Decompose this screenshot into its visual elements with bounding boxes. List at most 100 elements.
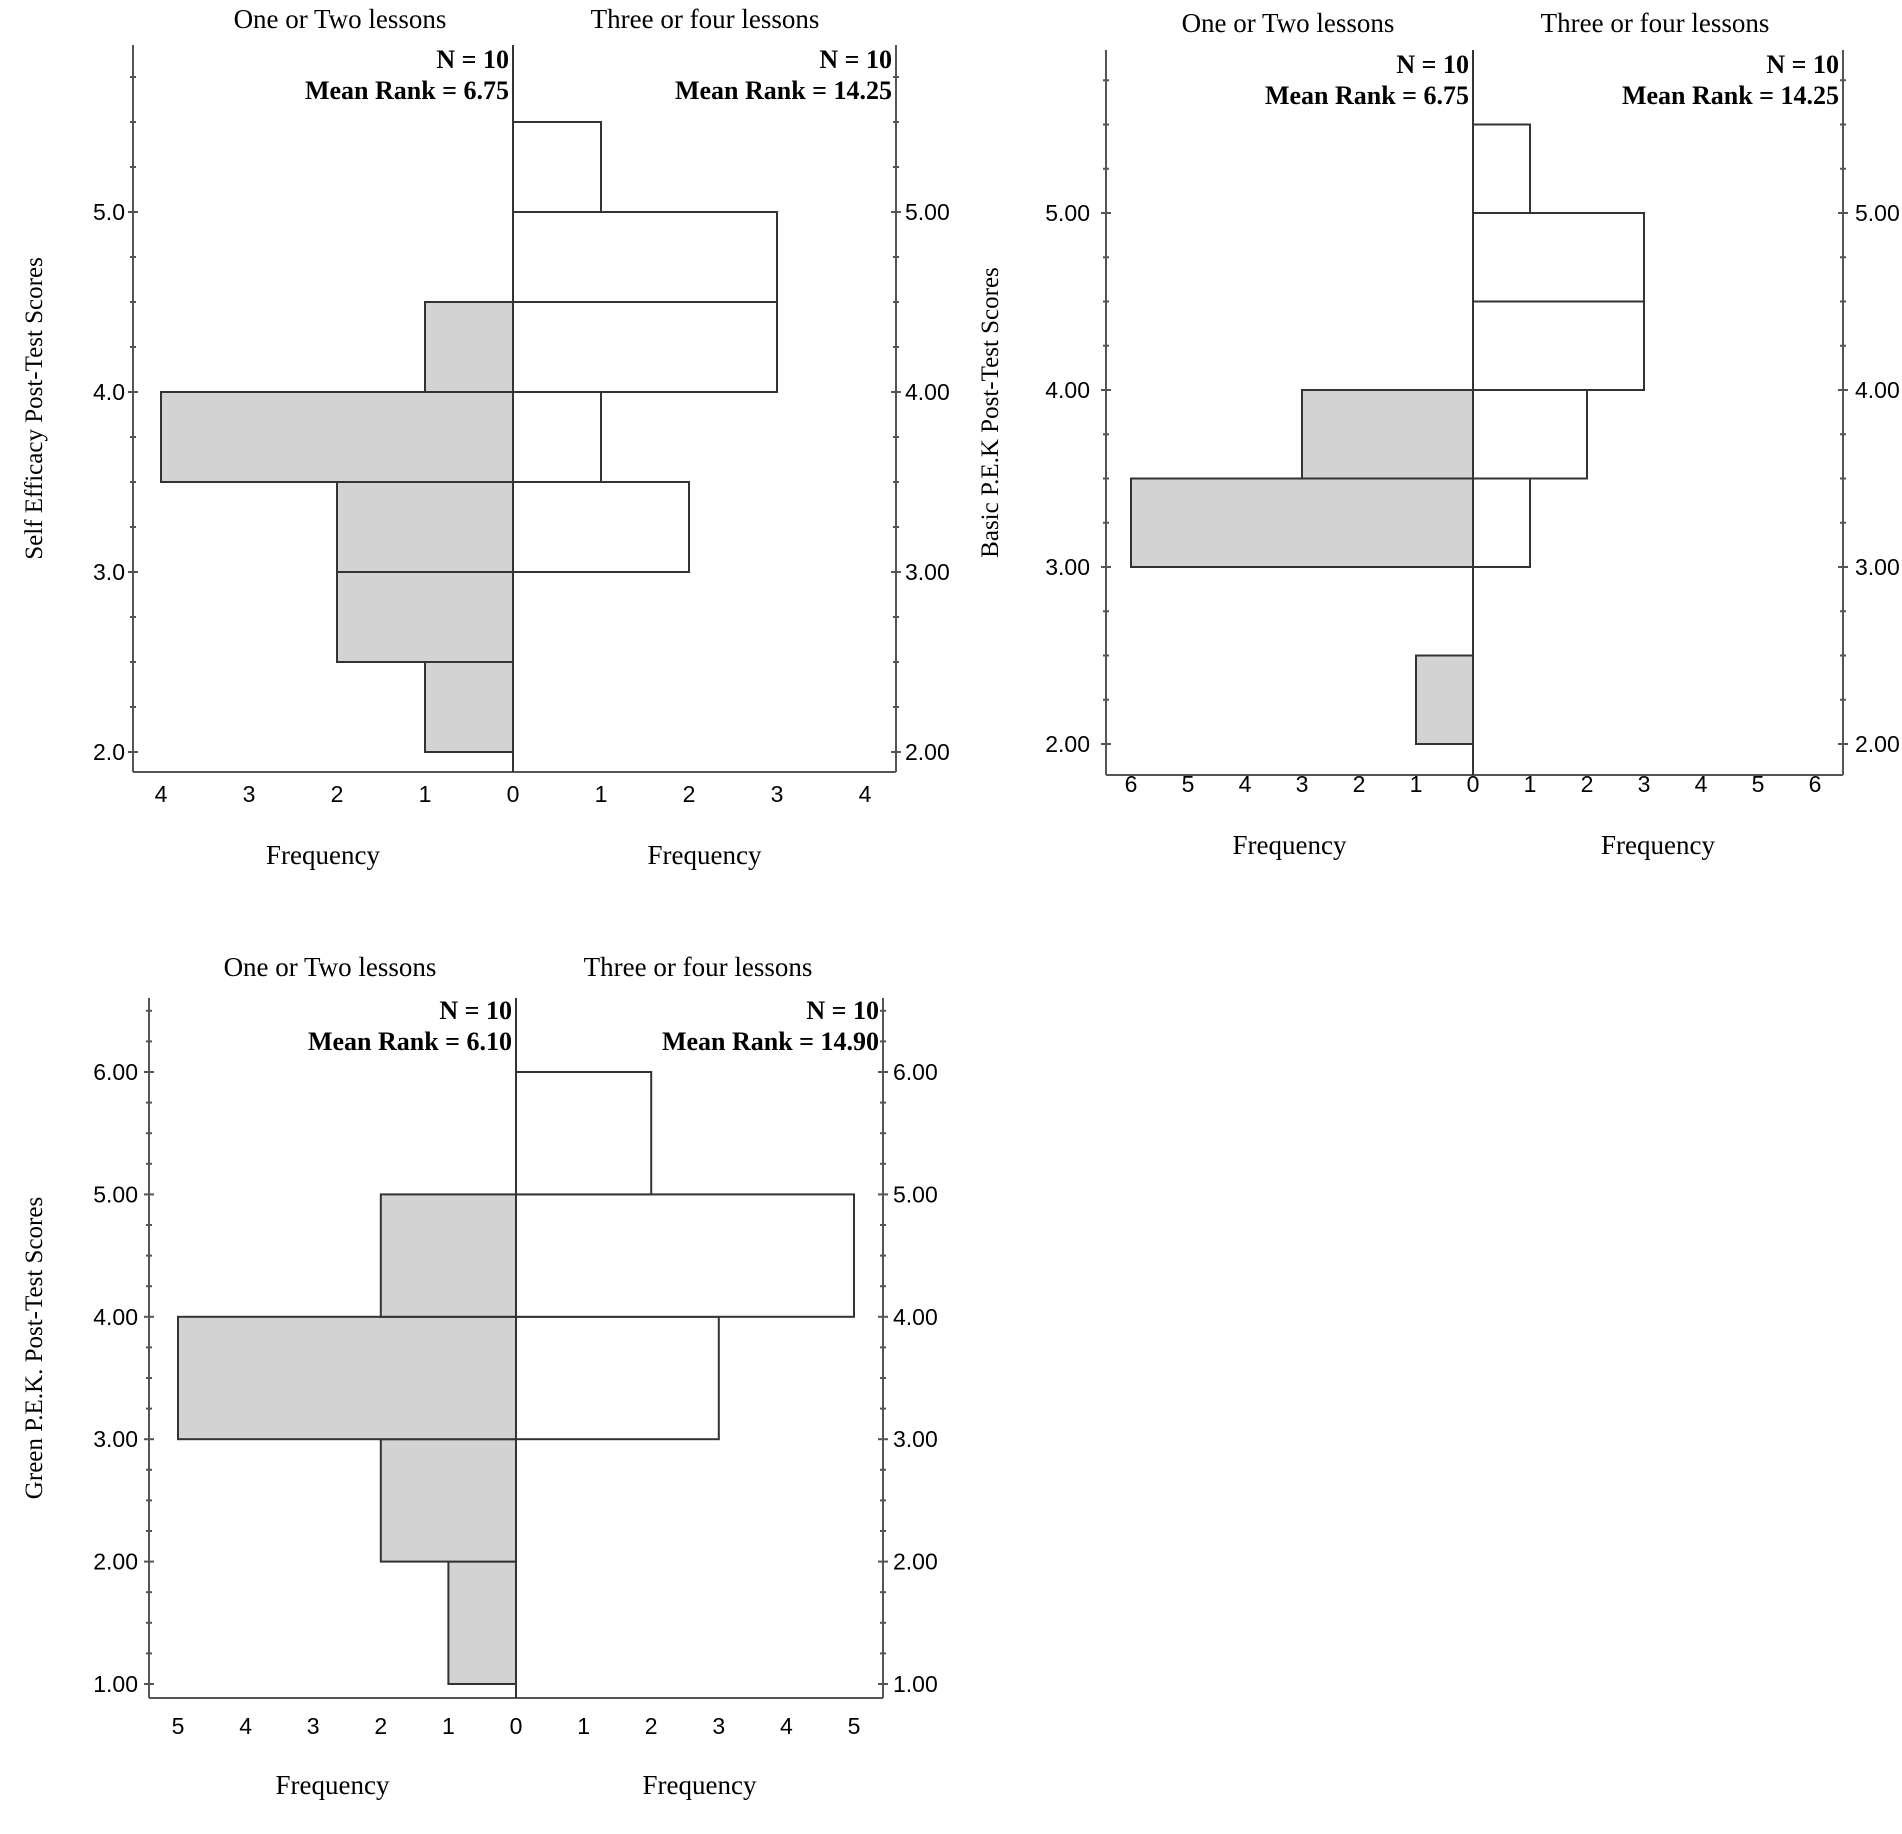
bar-left-1	[447, 1560, 517, 1685]
y-tick-label-left: 3.00	[93, 1426, 138, 1452]
x-tick-label-right: 3	[1638, 771, 1651, 797]
bar-left-1	[424, 661, 514, 753]
x-tick-label-right: 6	[1809, 771, 1822, 797]
bar-right-4	[512, 211, 778, 303]
mean-rank-label-left: Mean Rank = 6.75	[305, 76, 509, 105]
y-tick-label-right: 4.00	[905, 379, 950, 405]
x-tick-label-left: 2	[1353, 771, 1366, 797]
x-tick-label-left: 4	[155, 781, 168, 807]
n-label-left: N = 10	[1396, 50, 1469, 79]
y-tick-label-right: 6.00	[893, 1059, 938, 1085]
x-axis-label-right: Frequency	[643, 1770, 757, 1800]
y-tick-label-right: 2.00	[893, 1549, 938, 1575]
y-tick-label-left: 2.00	[1045, 731, 1090, 757]
x-tick-label-left: 3	[243, 781, 256, 807]
y-tick-label-right: 3.00	[893, 1426, 938, 1452]
y-tick-label-left: 4.00	[1045, 377, 1090, 403]
n-label-left: N = 10	[436, 45, 509, 74]
y-tick-label-left: 2.0	[93, 739, 125, 765]
y-tick-label-right: 5.00	[905, 199, 950, 225]
histogram-panel-2: 2.00 2.00 3.00 3.00 4.00 4.00 5.00 5.00 0 1 1 2 2 3 3 4…	[977, 8, 1900, 860]
group-header-left: One or Two lessons	[1182, 8, 1395, 38]
y-tick-label-right: 2.00	[905, 739, 950, 765]
bar-right-1	[512, 481, 690, 573]
x-tick-label-right: 5	[848, 1713, 861, 1739]
group-header-right: Three or four lessons	[584, 952, 813, 982]
x-tick-label-right: 2	[683, 781, 696, 807]
bar-left-3	[336, 481, 514, 573]
x-tick-label-right: 2	[1581, 771, 1594, 797]
x-tick-label-left: 1	[419, 781, 432, 807]
bar-left-1	[1415, 654, 1474, 745]
y-axis-label: Self Efficacy Post-Test Scores	[21, 257, 48, 560]
x-axis-label-right: Frequency	[1601, 830, 1715, 860]
x-tick-label-left: 0	[510, 1713, 523, 1739]
y-tick-label-right: 5.00	[893, 1181, 938, 1207]
bar-left-2	[1130, 477, 1474, 568]
y-tick-label-left: 2.00	[93, 1549, 138, 1575]
y-tick-label-left: 1.00	[93, 1671, 138, 1697]
x-tick-label-right: 4	[859, 781, 872, 807]
mean-rank-label-left: Mean Rank = 6.75	[1265, 81, 1469, 110]
group-header-right: Three or four lessons	[591, 4, 820, 34]
x-tick-label-left: 0	[1467, 771, 1480, 797]
bar-right-2	[512, 391, 602, 483]
x-tick-label-left: 3	[307, 1713, 320, 1739]
x-tick-label-right: 1	[1524, 771, 1537, 797]
bar-left-3	[1301, 389, 1474, 480]
bar-right-2	[515, 1193, 855, 1318]
group-header-right: Three or four lessons	[1541, 8, 1770, 38]
y-tick-label-right: 1.00	[893, 1671, 938, 1697]
x-tick-label-left: 2	[374, 1713, 387, 1739]
histogram-panel-3: 1.00 1.00 2.00 2.00 3.00 3.00 4.00 4.00 5.00 5.00…	[21, 952, 938, 1800]
x-tick-label-right: 5	[1752, 771, 1765, 797]
y-tick-label-left: 4.00	[93, 1304, 138, 1330]
x-tick-label-right: 4	[1695, 771, 1708, 797]
x-axis-label-left: Frequency	[1233, 830, 1347, 860]
y-axis-label: Green P.E.K. Post-Test Scores	[21, 1197, 48, 1499]
y-tick-label-left: 4.0	[93, 379, 125, 405]
y-tick-label-left: 3.00	[1045, 554, 1090, 580]
x-tick-label-left: 0	[507, 781, 520, 807]
y-tick-label-left: 5.0	[93, 199, 125, 225]
bar-right-4	[1472, 212, 1645, 303]
x-tick-label-right: 2	[645, 1713, 658, 1739]
y-axis-label: Basic P.E.K Post-Test Scores	[977, 267, 1004, 558]
x-tick-label-left: 1	[442, 1713, 455, 1739]
bar-left-4	[379, 1193, 517, 1318]
x-tick-label-right: 1	[595, 781, 608, 807]
bar-right-3	[515, 1071, 653, 1196]
bar-right-3	[512, 301, 778, 393]
n-label-right: N = 10	[819, 45, 892, 74]
y-tick-label-right: 3.00	[1855, 554, 1900, 580]
bar-right-2	[1472, 389, 1588, 480]
x-tick-label-left: 3	[1296, 771, 1309, 797]
group-header-left: One or Two lessons	[224, 952, 437, 982]
bar-right-1	[1472, 477, 1531, 568]
bar-left-3	[177, 1315, 517, 1441]
n-label-left: N = 10	[439, 996, 512, 1025]
y-tick-label-left: 3.0	[93, 559, 125, 585]
x-tick-label-left: 6	[1125, 771, 1138, 797]
bar-right-5	[1472, 123, 1531, 214]
x-tick-label-left: 2	[331, 781, 344, 807]
n-label-right: N = 10	[1766, 50, 1839, 79]
y-tick-label-right: 5.00	[1855, 200, 1900, 226]
bar-left-4	[160, 391, 514, 483]
x-tick-label-right: 3	[771, 781, 784, 807]
bar-right-1	[515, 1315, 720, 1441]
y-tick-label-left: 5.00	[1045, 200, 1090, 226]
y-tick-label-right: 2.00	[1855, 731, 1900, 757]
mean-rank-label-right: Mean Rank = 14.25	[1622, 81, 1839, 110]
x-tick-label-left: 4	[1239, 771, 1252, 797]
mean-rank-label-right: Mean Rank = 14.90	[662, 1027, 879, 1056]
x-axis-label-left: Frequency	[266, 840, 380, 870]
mean-rank-label-right: Mean Rank = 14.25	[675, 76, 892, 105]
x-tick-label-left: 4	[239, 1713, 252, 1739]
x-tick-label-right: 3	[712, 1713, 725, 1739]
y-tick-label-right: 4.00	[893, 1304, 938, 1330]
mean-rank-label-left: Mean Rank = 6.10	[308, 1027, 512, 1056]
bar-left-5	[424, 301, 514, 393]
n-label-right: N = 10	[806, 996, 879, 1025]
